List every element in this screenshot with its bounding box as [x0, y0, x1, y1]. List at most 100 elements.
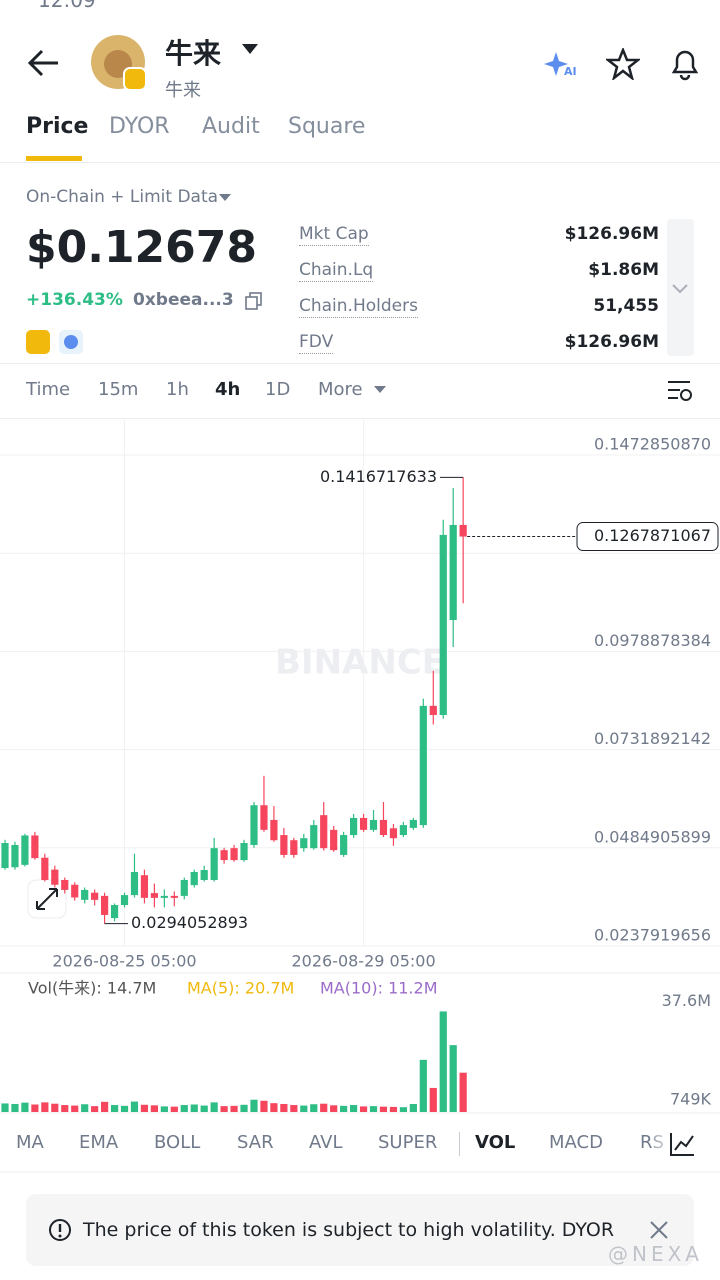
x-tick-label: 2026-08-29 05:00 [291, 952, 435, 971]
volume-bar [21, 1102, 29, 1112]
volume-bar [31, 1104, 39, 1112]
candle-body [170, 895, 178, 898]
volume-bar [160, 1106, 168, 1112]
y-tick-label: 0.0731892142 [594, 729, 711, 748]
x-tick-label: 2026-08-25 05:00 [52, 952, 196, 971]
vol-tick-label: 749K [670, 1089, 712, 1108]
volume-bar [340, 1105, 348, 1112]
indicator[interactable]: VOL [475, 1132, 516, 1153]
candle-body [101, 895, 109, 915]
interval[interactable]: 15m [98, 379, 139, 400]
candle-body [310, 825, 318, 849]
candle-body [31, 835, 39, 859]
candle-body [429, 705, 437, 715]
candle-body [399, 825, 407, 836]
token-title: 牛来 [165, 37, 222, 70]
favorite-button[interactable] [606, 48, 640, 80]
candle-body [359, 817, 368, 830]
volume-bar [81, 1104, 89, 1112]
candle-body [270, 819, 278, 841]
volume-legend: MA(5): 20.7M [187, 979, 294, 998]
stat-value: $1.86M [588, 260, 659, 280]
expand-stats[interactable] [667, 219, 694, 356]
token-subtitle: 牛来 [165, 80, 201, 101]
volume-bar [51, 1103, 59, 1112]
candle-body [409, 819, 417, 828]
interval[interactable]: Time [26, 379, 71, 400]
tab[interactable]: DYOR [109, 114, 170, 139]
candle-body [459, 524, 467, 537]
candle-body [320, 815, 328, 849]
volume-bar [300, 1105, 308, 1112]
volume-bar [110, 1105, 119, 1112]
separator [459, 1132, 460, 1156]
indicator[interactable]: MACD [549, 1132, 603, 1153]
token-avatar[interactable] [90, 34, 150, 94]
indicator-settings[interactable] [668, 1130, 696, 1158]
alert-button[interactable] [668, 46, 702, 82]
y-tick-label: 0.0978878384 [594, 631, 711, 650]
volume-bar [61, 1105, 69, 1112]
more-dropdown[interactable] [373, 385, 387, 395]
indicator[interactable]: BOLL [154, 1132, 201, 1153]
indicator[interactable]: SUPER [378, 1132, 438, 1153]
chart-settings[interactable] [666, 378, 694, 404]
stat-value: $126.96M [564, 332, 659, 352]
candle-body [220, 850, 228, 861]
indicator[interactable]: AVL [309, 1132, 343, 1153]
volume-bar [130, 1101, 139, 1112]
interval[interactable]: 4h [215, 379, 241, 400]
tab[interactable]: Audit [202, 114, 260, 139]
indicator[interactable]: EMA [79, 1132, 119, 1153]
volume-bar [399, 1107, 407, 1112]
contract-address: 0xbeea...3 [133, 290, 234, 310]
volume-bar [180, 1105, 188, 1112]
candle-body [61, 879, 69, 890]
candle-body [91, 892, 99, 900]
volume-legend: MA(10): 11.2M [320, 979, 438, 998]
indicator[interactable]: SAR [237, 1132, 274, 1153]
volume-bar [71, 1105, 79, 1112]
candle-body [71, 884, 79, 898]
volume-bar [280, 1103, 288, 1112]
volume-bar [449, 1045, 457, 1112]
volume-bar [350, 1105, 358, 1112]
data-source[interactable]: On-Chain + Limit Data [26, 187, 219, 207]
volume-bar [270, 1103, 278, 1112]
interval[interactable]: 1h [166, 379, 189, 400]
candle-body [41, 857, 49, 880]
active-tab-indicator [26, 156, 82, 161]
candle-body [449, 524, 457, 620]
stat-label[interactable]: FDV [299, 332, 334, 354]
title-dropdown[interactable] [240, 42, 260, 56]
volume-legend: Vol(牛来): 14.7M [28, 979, 156, 998]
low-label: 0.0294052893 [131, 913, 248, 932]
source-dropdown[interactable] [218, 193, 232, 203]
volume-bar [419, 1059, 427, 1112]
candle-body [280, 835, 288, 855]
divider [0, 418, 720, 419]
tab[interactable]: Square [288, 114, 366, 139]
stat-label[interactable]: Chain.Holders [299, 296, 418, 318]
close-notice[interactable] [648, 1219, 670, 1241]
interval[interactable]: 1D [265, 379, 291, 400]
stat-label[interactable]: Chain.Lq [299, 260, 374, 282]
stat-label[interactable]: Mkt Cap [299, 224, 369, 246]
candle-body [210, 848, 218, 880]
volume-bar [260, 1100, 268, 1112]
volume-bar [140, 1104, 149, 1112]
candle-body [190, 872, 198, 886]
indicator[interactable]: MA [16, 1132, 44, 1153]
back-button[interactable] [26, 48, 62, 78]
candle-body [379, 819, 388, 836]
ai-button[interactable]: AI [544, 48, 580, 80]
candle-body [11, 844, 19, 868]
volume-bar [429, 1087, 437, 1112]
interval[interactable]: More [318, 379, 363, 400]
price: $0.12678 [26, 222, 258, 273]
candle-body [150, 893, 158, 898]
tab[interactable]: Price [26, 114, 89, 139]
candle-body [340, 835, 348, 855]
copy-button[interactable] [244, 291, 264, 311]
